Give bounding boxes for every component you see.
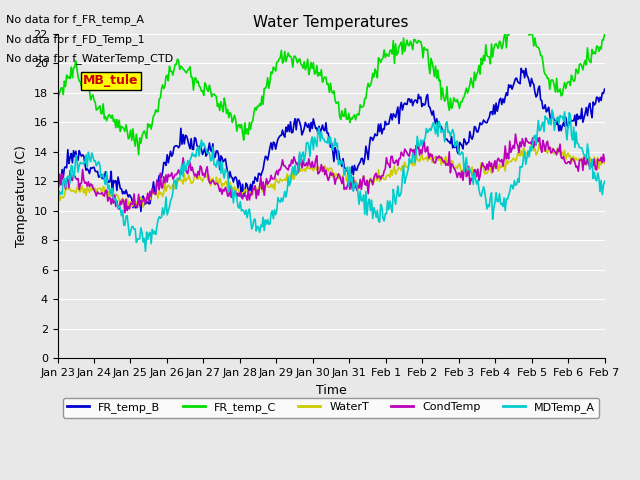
WaterT	[457, 166, 465, 171]
FR_temp_B	[54, 179, 61, 184]
MDTemp_A	[387, 204, 395, 210]
Line: CondTemp: CondTemp	[58, 134, 605, 213]
FR_temp_C	[54, 99, 61, 105]
MDTemp_A	[285, 183, 293, 189]
FR_temp_C	[601, 31, 609, 37]
Text: No data for f_WaterTemp_CTD: No data for f_WaterTemp_CTD	[6, 53, 173, 64]
FR_temp_B	[137, 209, 145, 215]
FR_temp_C	[135, 152, 143, 157]
Text: MB_tule: MB_tule	[83, 74, 139, 87]
CondTemp	[121, 210, 129, 216]
FR_temp_C	[457, 99, 465, 105]
MDTemp_A	[548, 107, 556, 113]
CondTemp	[285, 162, 293, 168]
FR_temp_C	[515, 14, 523, 20]
Line: WaterT: WaterT	[58, 144, 605, 207]
FR_temp_B	[517, 65, 525, 71]
FR_temp_B	[601, 86, 609, 92]
Text: No data for f_FD_Temp_1: No data for f_FD_Temp_1	[6, 34, 145, 45]
WaterT	[285, 172, 293, 178]
CondTemp	[553, 152, 561, 157]
CondTemp	[361, 181, 369, 187]
WaterT	[601, 160, 609, 166]
WaterT	[225, 186, 233, 192]
CondTemp	[387, 154, 395, 159]
MDTemp_A	[141, 248, 149, 254]
Line: MDTemp_A: MDTemp_A	[58, 110, 605, 251]
CondTemp	[457, 175, 465, 180]
WaterT	[361, 179, 369, 184]
FR_temp_C	[361, 96, 369, 101]
CondTemp	[511, 131, 519, 137]
FR_temp_B	[387, 111, 395, 117]
CondTemp	[601, 158, 609, 164]
X-axis label: Time: Time	[316, 384, 346, 396]
Y-axis label: Temperature (C): Temperature (C)	[15, 145, 28, 247]
MDTemp_A	[553, 116, 561, 122]
FR_temp_B	[285, 129, 293, 134]
WaterT	[536, 141, 543, 146]
Line: FR_temp_C: FR_temp_C	[58, 17, 605, 155]
FR_temp_B	[225, 175, 233, 181]
FR_temp_C	[225, 115, 233, 120]
WaterT	[54, 192, 61, 198]
MDTemp_A	[361, 211, 369, 217]
CondTemp	[54, 184, 61, 190]
Legend: FR_temp_B, FR_temp_C, WaterT, CondTemp, MDTemp_A: FR_temp_B, FR_temp_C, WaterT, CondTemp, …	[63, 398, 600, 418]
FR_temp_B	[553, 121, 561, 127]
Line: FR_temp_B: FR_temp_B	[58, 68, 605, 212]
FR_temp_B	[457, 141, 465, 147]
WaterT	[140, 204, 147, 210]
MDTemp_A	[601, 178, 609, 184]
CondTemp	[225, 193, 233, 199]
WaterT	[387, 167, 395, 173]
FR_temp_C	[285, 53, 293, 59]
FR_temp_B	[361, 156, 369, 161]
MDTemp_A	[225, 189, 233, 194]
Title: Water Temperatures: Water Temperatures	[253, 15, 409, 30]
FR_temp_C	[387, 47, 395, 53]
WaterT	[553, 149, 561, 155]
MDTemp_A	[54, 201, 61, 207]
Text: No data for f_FR_temp_A: No data for f_FR_temp_A	[6, 14, 145, 25]
FR_temp_C	[553, 75, 561, 81]
MDTemp_A	[457, 151, 465, 157]
